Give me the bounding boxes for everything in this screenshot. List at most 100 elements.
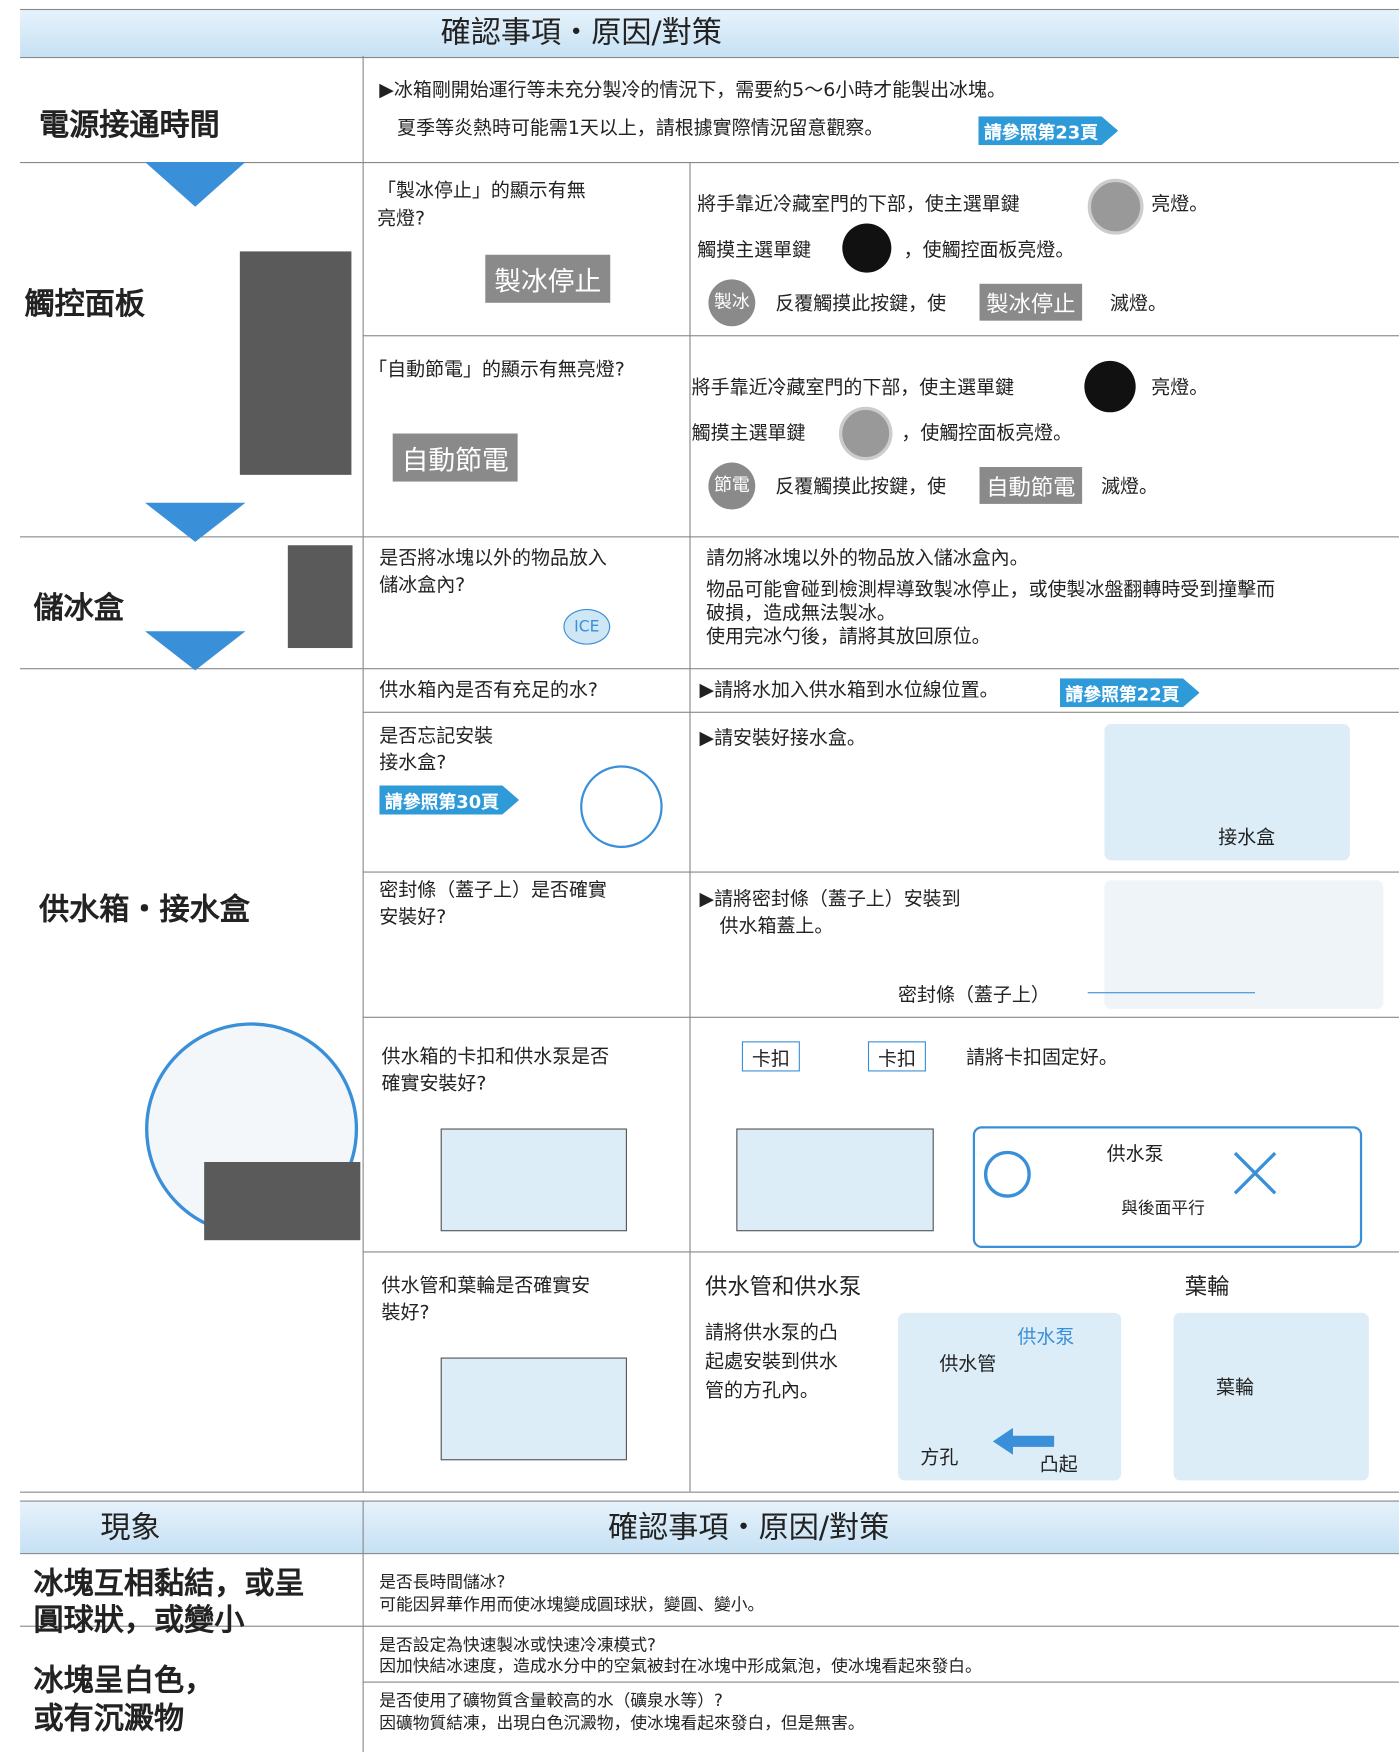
figure-label: 供水管 (939, 1353, 997, 1376)
col-line (689, 162, 691, 1492)
text-line: 反覆觸摸此按鍵，使 (775, 475, 947, 499)
page-reference[interactable]: 請參照第23頁 (978, 116, 1119, 146)
text-line: ▶請將水加入供水箱到水位線位置。 (699, 679, 999, 702)
fridge-illustration (204, 1161, 361, 1241)
correct-mark (983, 1150, 1031, 1198)
text-line: 破損，造成無法製冰。 (706, 602, 896, 625)
symptom: 冰塊互相黏結，或呈 (33, 1566, 305, 1602)
menu-key-icon (838, 406, 893, 461)
text-line: 儲冰盒內? (379, 574, 466, 597)
tray-figure (1104, 724, 1350, 861)
text-line: 管的方孔內。 (705, 1379, 819, 1403)
header-bar (20, 8, 1399, 59)
text-line: 供水箱內是否有充足的水? (379, 679, 598, 702)
text-line: 請將供水泵的凸 (705, 1321, 838, 1345)
symptom: 或有沉澱物 (33, 1701, 185, 1737)
text-line: 供水箱的卡扣和供水泵是否 (381, 1045, 610, 1069)
figure-label: 葉輪 (1216, 1376, 1254, 1399)
row-line (20, 668, 1399, 670)
ice-icon: ICE (563, 608, 611, 645)
row-line (362, 335, 1399, 337)
text-line: 是否將冰塊以外的物品放入 (379, 547, 607, 570)
text-line: ，使觸控面板亮燈。 (901, 422, 1073, 445)
impeller-figure (1173, 1312, 1369, 1481)
symptom: 冰塊呈白色， (33, 1663, 215, 1699)
text-line: 是否長時間儲冰? (379, 1572, 506, 1593)
bin-illustration (287, 545, 353, 649)
indicator: 自動節電 (392, 433, 518, 482)
text-line: 將手靠近冷藏室門的下部，使主選單鍵 (697, 193, 1020, 216)
text-line: 物品可能會碰到檢測桿導致製冰停止，或使製冰盤翻轉時受到撞擊而 (706, 578, 1276, 602)
text-line: 因礦物質結凍，出現白色沉澱物，使冰塊看起來發白，但是無害。 (379, 1712, 865, 1733)
text-line: 「製冰停止」的顯示有無 (377, 179, 586, 203)
figure-label: 供水泵 (1017, 1326, 1075, 1349)
text-line: 可能因昇華作用而使冰塊變成圓球狀，變圓、變小。 (379, 1594, 765, 1615)
subheading: 供水管和供水泵 (705, 1272, 862, 1300)
table-header (20, 1500, 1399, 1555)
text-line: 滅燈。 (1101, 475, 1158, 499)
figure-label: 供水泵 (1106, 1142, 1164, 1166)
text-line: 是否忘記安裝 (379, 725, 494, 748)
menu-key-icon (1087, 178, 1144, 235)
col-line (362, 55, 364, 1492)
figure-label: 凸起 (1039, 1453, 1078, 1476)
text-line: 使用完冰勺後，請將其放回原位。 (706, 625, 991, 649)
page-reference[interactable]: 請參照第30頁 (379, 785, 520, 815)
seal-figure (1104, 880, 1384, 1009)
subheading: 葉輪 (1184, 1272, 1230, 1300)
tank-figure (440, 1357, 627, 1461)
column-header: 確認事項・原因/對策 (608, 1510, 890, 1546)
text-line: 請勿將冰塊以外的物品放入儲冰盒內。 (706, 547, 1029, 570)
header-title: 確認事項・原因/對策 (440, 15, 722, 51)
figure-label: 卡扣 (741, 1041, 800, 1072)
text-line: 夏季等炎熱時可能需1天以上，請根據實際情況留意觀察。 (397, 117, 884, 140)
section-label: 儲冰盒 (33, 591, 124, 626)
row-line (362, 711, 1399, 713)
detail-box (972, 1126, 1363, 1249)
text-line: 「自動節電」的顯示有無亮燈? (368, 358, 625, 381)
text-line: 反覆觸摸此按鍵，使 (775, 292, 947, 316)
figure-label: 卡扣 (867, 1041, 926, 1072)
row-line (20, 536, 1399, 538)
text-line: 是否設定為快速製冰或快速冷凍模式? (379, 1634, 656, 1655)
menu-key-icon (842, 223, 892, 273)
panel-illustration (239, 251, 352, 475)
section-label: 電源接通時間 (39, 108, 220, 144)
text-line: ▶請將密封條（蓋子上）安裝到 (699, 888, 961, 911)
text-line: 供水管和葉輪是否確實安 (381, 1274, 591, 1298)
text-line: 因加快結冰速度，造成水分中的空氣被封在冰塊中形成氣泡，使冰塊看起來發白。 (379, 1655, 982, 1676)
row-line (20, 162, 1399, 164)
figure-label: 密封條（蓋子上） (898, 984, 1050, 1007)
text-line: 將手靠近冷藏室門的下部，使主選單鍵 (691, 376, 1015, 399)
text-line: 確實安裝好? (381, 1072, 487, 1095)
row-line (20, 1491, 1399, 1493)
row-line (362, 1251, 1399, 1253)
flow-arrows (145, 162, 246, 671)
leader-line (1087, 992, 1256, 994)
row-line (362, 1681, 1399, 1683)
wrong-mark (1233, 1151, 1277, 1195)
section-label: 觸控面板 (24, 287, 146, 322)
text-line: ▶請安裝好接水盒。 (699, 727, 866, 750)
text-line: 是否使用了礦物質含量較高的水（礦泉水等）? (379, 1690, 723, 1711)
page-reference[interactable]: 請參照第22頁 (1059, 678, 1200, 708)
text-line: 亮燈。 (1151, 193, 1209, 216)
text-line: ，使觸控面板亮燈。 (903, 239, 1075, 262)
figure-label: 接水盒 (1218, 826, 1276, 850)
text-line: 起處安裝到供水 (705, 1350, 838, 1374)
row-line (362, 871, 1399, 873)
text-line: 供水箱蓋上。 (719, 915, 834, 938)
figure-label: 與後面平行 (1121, 1197, 1205, 1218)
tank-figure (736, 1128, 934, 1232)
tank-figure (440, 1128, 627, 1232)
row-line (362, 1016, 1399, 1018)
menu-key-icon (1084, 360, 1136, 413)
text-line: 請將卡扣固定好。 (966, 1046, 1118, 1070)
indicator: 製冰停止 (979, 283, 1083, 321)
text-line: 亮燈。 (1151, 376, 1209, 399)
row-line (20, 1625, 1399, 1627)
text-line: 接水盒? (379, 751, 447, 775)
indicator: 自動節電 (979, 467, 1083, 504)
